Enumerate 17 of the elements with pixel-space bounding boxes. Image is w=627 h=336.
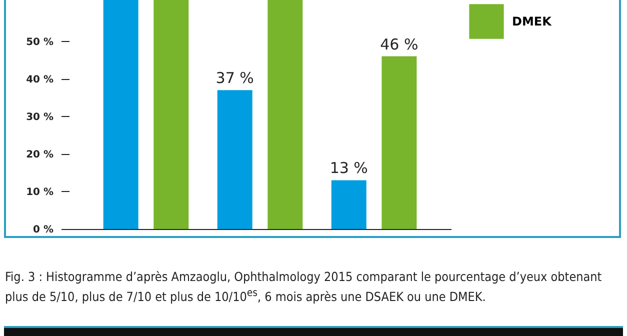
bar bbox=[382, 56, 417, 229]
text: DMEK bbox=[512, 14, 552, 28]
data-label: 13 % bbox=[330, 159, 368, 178]
y-tick-label: 20 % bbox=[26, 149, 54, 160]
y-tick-label: 50 % bbox=[26, 36, 54, 48]
data-label: 46 % bbox=[380, 35, 418, 54]
data-label: 37 % bbox=[216, 69, 254, 88]
y-tick-label: 10 % bbox=[26, 186, 54, 198]
caption: Fig. 3 : Histogramme d’après Amzaoglu, Ophthalmology 2015 comparant le pourcentage d’yeux obtenant plus de 5/10, plus de 7/10 et plus de 10/10$^{es}$, 6 mois après une DSAEK ou une DMEK. bbox=[5, 268, 603, 306]
y-tick-label: 30 % bbox=[26, 112, 54, 123]
y-tick-label: 40 % bbox=[26, 74, 54, 86]
bar bbox=[331, 180, 366, 229]
bar bbox=[268, 0, 303, 229]
bar bbox=[103, 0, 138, 229]
bar bbox=[217, 90, 252, 229]
y-tick-label: 0 % bbox=[33, 224, 54, 236]
bar bbox=[154, 0, 189, 229]
